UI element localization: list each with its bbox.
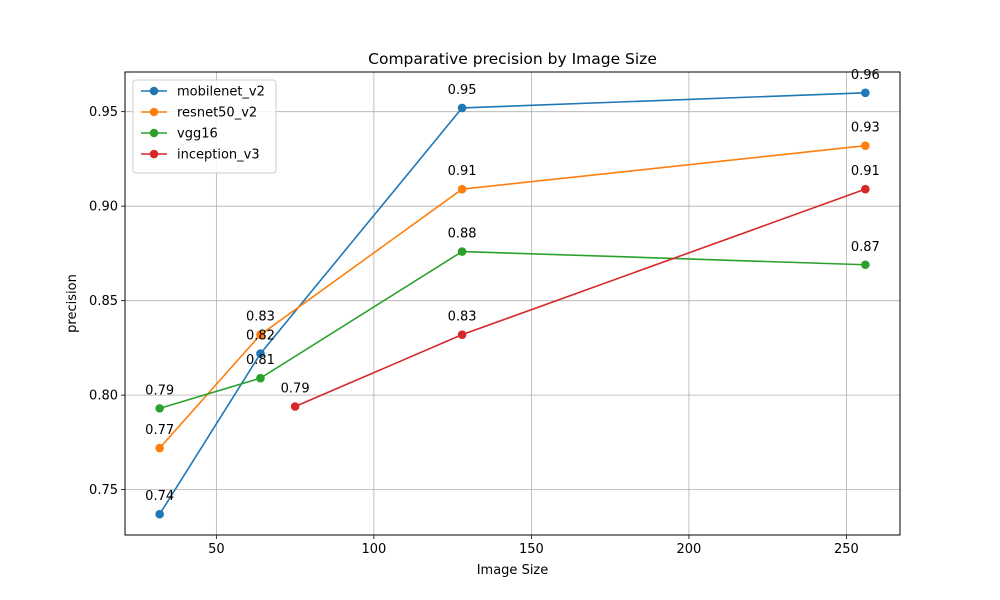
data-point-inception_v3: [861, 184, 870, 194]
data-label-resnet50_v2: 0.77: [145, 423, 174, 438]
data-labels: 0.74 0.82 0.95 0.96 0.77 0.83 0.91 0.93 0.79 0.81…: [145, 68, 880, 504]
data-point-vgg16: [457, 247, 467, 256]
chart-title: Comparative precision by Image Size: [368, 50, 657, 68]
series-lines: [155, 88, 870, 519]
data-label-resnet50_v2: 0.91: [448, 164, 477, 179]
series-line-vgg16: [159, 250, 866, 410]
data-label-mobilenet_v2: 0.74: [145, 489, 174, 504]
data-point-resnet50_v2: [861, 141, 870, 151]
data-point-mobilenet_v2: [457, 103, 467, 113]
data-point-mobilenet_v2: [155, 509, 164, 519]
y-tick-label: 0.95: [89, 105, 118, 120]
legend-marker: [149, 128, 159, 138]
series-line-mobilenet_v2: [158, 91, 866, 515]
x-tick-label: 150: [519, 542, 544, 557]
y-tick-label: 0.85: [89, 294, 118, 309]
legend-label: vgg16: [177, 127, 218, 142]
data-point-inception_v3: [457, 330, 467, 339]
data-label-inception_v3: 0.83: [448, 310, 477, 325]
data-label-vgg16: 0.87: [851, 240, 880, 255]
data-label-inception_v3: 0.79: [281, 381, 310, 396]
legend-marker: [149, 149, 159, 159]
data-point-mobilenet_v2: [861, 88, 870, 98]
x-tick-label: 100: [361, 542, 386, 557]
data-point-resnet50_v2: [457, 184, 467, 194]
grid: [125, 72, 900, 535]
data-point-vgg16: [861, 260, 870, 270]
data-label-mobilenet_v2: 0.82: [246, 329, 275, 344]
series-inception_v3: [290, 184, 870, 411]
legend-marker: [149, 86, 159, 96]
legend-label: resnet50_v2: [177, 106, 257, 121]
data-label-resnet50_v2: 0.83: [246, 310, 275, 325]
plot-area-frame: [124, 71, 901, 536]
legend-label: inception_v3: [177, 148, 260, 163]
data-point-resnet50_v2: [155, 443, 164, 453]
y-tick-label: 0.75: [89, 483, 118, 498]
series-resnet50_v2: [155, 141, 870, 453]
legend-item-vgg16: vgg16: [141, 127, 218, 142]
legend-box: [132, 79, 277, 174]
series-line-resnet50_v2: [159, 144, 866, 449]
legend-item-resnet50_v2: resnet50_v2: [141, 106, 257, 121]
legend-label: mobilenet_v2: [177, 85, 265, 100]
data-point-resnet50_v2: [256, 330, 265, 339]
series-vgg16: [155, 247, 870, 413]
data-point-inception_v3: [290, 402, 300, 411]
x-tick-label: 200: [677, 542, 702, 557]
data-label-resnet50_v2: 0.93: [851, 121, 880, 136]
data-label-inception_v3: 0.91: [851, 164, 880, 179]
data-point-vgg16: [155, 404, 164, 413]
y-tick-label: 0.90: [89, 200, 118, 215]
data-label-vgg16: 0.88: [448, 227, 477, 242]
data-label-mobilenet_v2: 0.95: [448, 83, 477, 98]
legend-marker: [149, 107, 159, 117]
data-label-mobilenet_v2: 0.96: [851, 68, 880, 83]
x-axis-label: Image Size: [477, 563, 549, 578]
y-axis-label: precision: [65, 274, 80, 333]
series-mobilenet_v2: [155, 88, 870, 519]
legend-item-inception_v3: inception_v3: [141, 148, 260, 163]
x-tick-label: 250: [834, 542, 859, 557]
x-tick-label: 50: [208, 542, 225, 557]
data-point-vgg16: [256, 373, 265, 383]
data-label-vgg16: 0.81: [246, 353, 275, 368]
data-point-mobilenet_v2: [256, 349, 265, 358]
legend-item-mobilenet_v2: mobilenet_v2: [141, 85, 265, 100]
y-tick-label: 0.80: [89, 389, 118, 404]
axis-ticks: 50 100 150 200 250 0.75 0.80 0.85 0.90 0.95: [89, 105, 859, 557]
legend: mobilenet_v2 resnet50_v2 vgg16 inception_v3: [132, 79, 277, 174]
data-label-vgg16: 0.79: [145, 383, 174, 398]
